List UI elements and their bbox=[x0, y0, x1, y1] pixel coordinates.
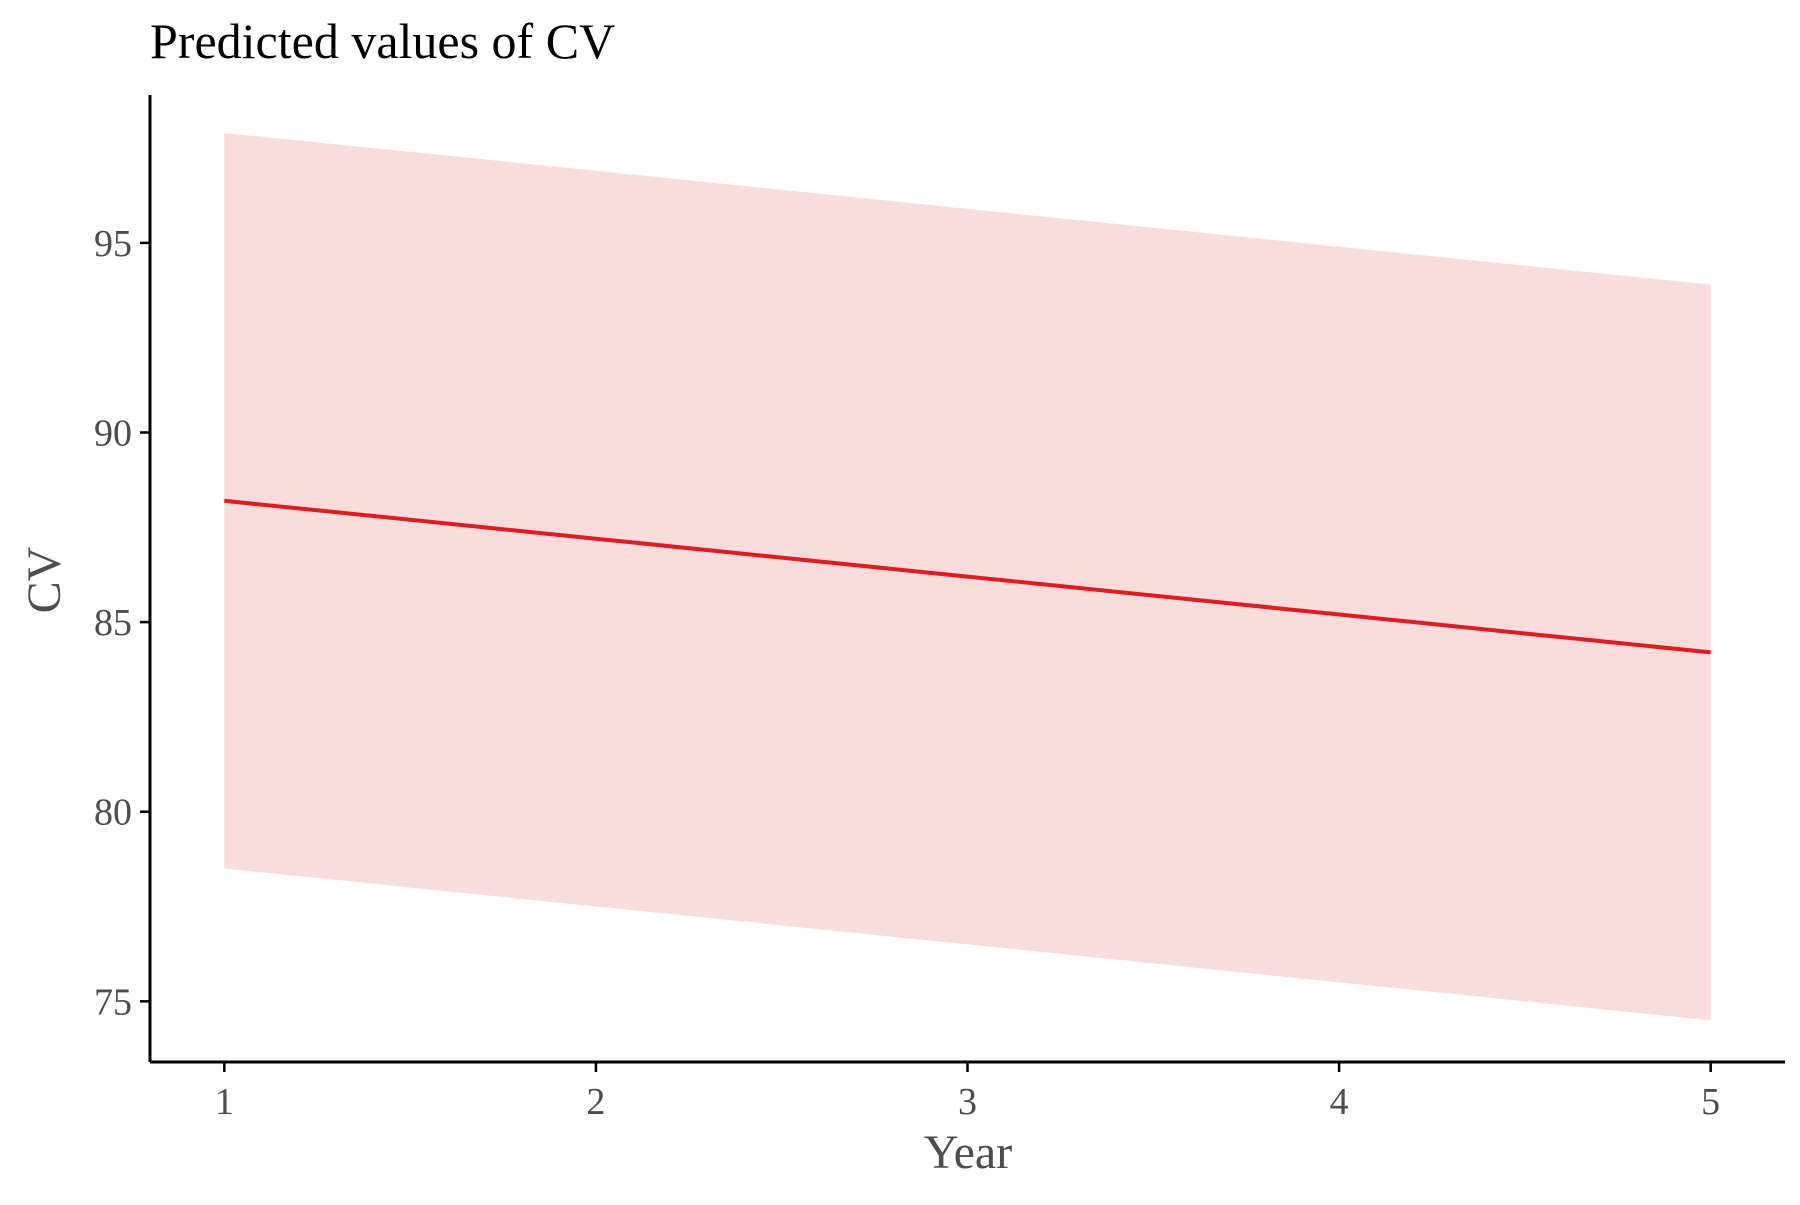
y-axis-title: CV bbox=[18, 546, 71, 613]
x-axis-ticks: 1 2 3 4 5 bbox=[215, 1062, 1720, 1123]
y-tick-label: 90 bbox=[94, 413, 132, 455]
x-tick-label: 3 bbox=[958, 1081, 977, 1123]
y-tick-label: 80 bbox=[94, 792, 132, 834]
predicted-line bbox=[224, 498, 1711, 655]
x-tick-label: 2 bbox=[586, 1081, 605, 1123]
y-tick-label: 85 bbox=[94, 602, 132, 644]
x-tick-label: 1 bbox=[215, 1081, 234, 1123]
y-tick-label: 95 bbox=[94, 223, 132, 265]
x-axis-title: Year bbox=[924, 1126, 1012, 1179]
chart-title: Predicted values of CV bbox=[150, 13, 615, 69]
x-tick-label: 4 bbox=[1330, 1081, 1349, 1123]
y-tick-label: 75 bbox=[94, 981, 132, 1023]
series-line-layer bbox=[224, 498, 1711, 655]
y-axis-ticks: 75 80 85 90 95 bbox=[94, 223, 150, 1023]
x-tick-label: 5 bbox=[1701, 1081, 1720, 1123]
